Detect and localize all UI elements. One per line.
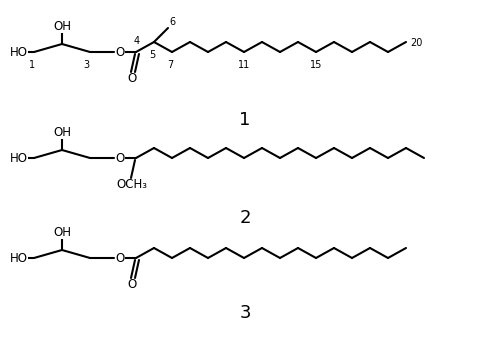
Text: 7: 7	[167, 60, 173, 70]
Text: 2: 2	[240, 209, 251, 227]
Text: 6: 6	[169, 17, 175, 27]
Text: 1: 1	[29, 60, 35, 70]
Text: 15: 15	[310, 60, 322, 70]
Text: OCH₃: OCH₃	[116, 179, 148, 192]
Text: HO: HO	[10, 45, 28, 59]
Text: 5: 5	[149, 50, 155, 60]
Text: OH: OH	[53, 20, 71, 33]
Text: O: O	[116, 252, 124, 264]
Text: O: O	[116, 152, 124, 164]
Text: 3: 3	[240, 304, 251, 322]
Text: 4: 4	[134, 36, 140, 46]
Text: HO: HO	[10, 252, 28, 264]
Text: 3: 3	[83, 60, 89, 70]
Text: OH: OH	[53, 125, 71, 139]
Text: O: O	[128, 279, 136, 292]
Text: O: O	[116, 45, 124, 59]
Text: HO: HO	[10, 152, 28, 164]
Text: 11: 11	[238, 60, 250, 70]
Text: 1: 1	[240, 111, 250, 129]
Text: 20: 20	[410, 38, 422, 48]
Text: OH: OH	[53, 225, 71, 239]
Text: O: O	[128, 73, 136, 85]
